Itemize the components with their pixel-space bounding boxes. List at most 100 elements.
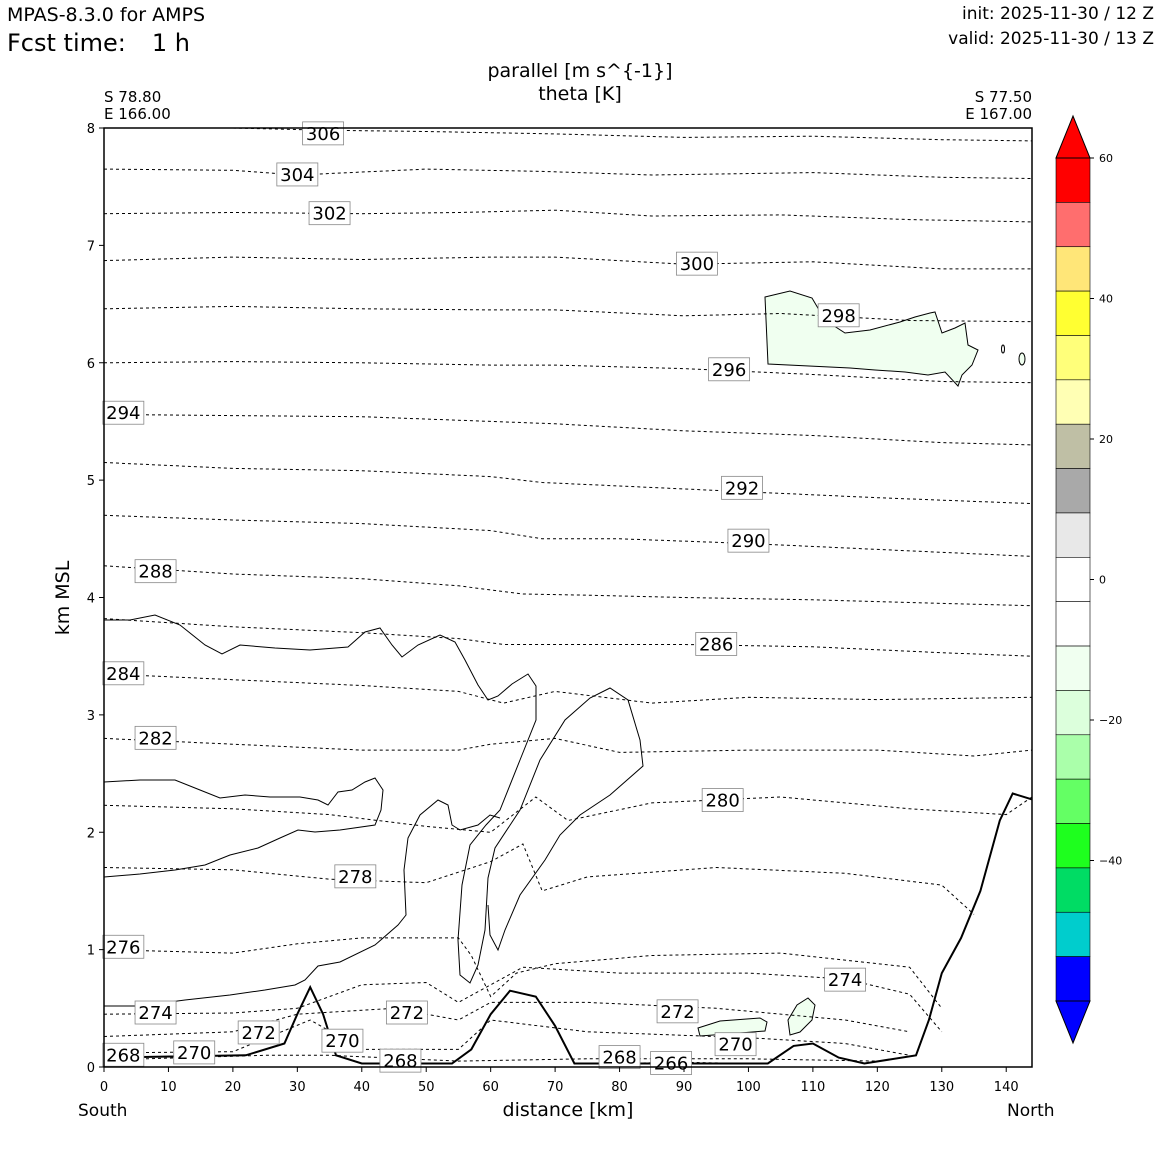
x-tick-label: 10: [160, 1080, 177, 1095]
x-tick-label: 100: [736, 1080, 761, 1095]
colorbar-segment: [1055, 690, 1091, 736]
north-label: North: [1007, 1101, 1055, 1121]
theta-contour-302: [104, 209, 1032, 223]
theta-label-text: 272: [241, 1023, 275, 1044]
x-tick-label: 90: [676, 1080, 693, 1095]
theta-label-box: [708, 357, 751, 382]
theta-label-box: [650, 1051, 693, 1075]
theta-label-box: [727, 528, 770, 553]
theta-label-text: 270: [325, 1031, 359, 1052]
theta-label: 272: [385, 1000, 428, 1025]
theta-contour-306: [232, 128, 1032, 142]
theta-label-text: 298: [821, 306, 855, 327]
theta-label-text: 304: [280, 165, 314, 186]
theta-contour-304: [104, 168, 1032, 179]
left-endpoint: S 78.80 E 166.00: [104, 89, 171, 123]
init-time: init: 2025-11-30 / 12 Z: [961, 4, 1154, 24]
theta-label: 270: [173, 1040, 216, 1065]
theta-label: 282: [134, 725, 177, 750]
theta-label-text: 268: [383, 1051, 417, 1072]
theta-label-box: [385, 1000, 428, 1025]
theta-contour-294: [104, 413, 1032, 446]
left-lat: S 78.80: [104, 88, 162, 106]
theta-label-box: [824, 967, 867, 992]
colorbar-segment: [1055, 734, 1091, 780]
theta-label: 266: [650, 1051, 693, 1075]
theta-label-box: [714, 1032, 757, 1057]
theta-label-text: 272: [660, 1002, 694, 1023]
colorbar-segment: [1055, 645, 1091, 691]
y-tick-label: 2: [87, 826, 95, 841]
x-tick-label: 30: [289, 1080, 306, 1095]
theta-label-text: 282: [138, 728, 172, 749]
colorbar-segment: [1055, 823, 1091, 869]
theta-label: 304: [276, 162, 319, 187]
theta-label: 296: [708, 357, 751, 382]
theta-label-box: [237, 1020, 280, 1045]
theta-label-text: 274: [138, 1003, 172, 1024]
x-tick-label: 20: [225, 1080, 242, 1095]
theta-contour-292: [104, 462, 1032, 505]
theta-label: 280: [701, 788, 744, 812]
colorbar-segment: [1055, 956, 1091, 1002]
colorbar-segment: [1055, 911, 1091, 957]
theta-label-text: 290: [731, 531, 765, 552]
theta-label-box: [817, 303, 860, 328]
theta-label: 292: [721, 475, 763, 500]
x-tick-label: 110: [800, 1080, 825, 1095]
theta-label: 272: [237, 1020, 280, 1045]
wind-region: [787, 997, 816, 1036]
theta-label-text: 272: [390, 1003, 424, 1024]
valid-time: valid: 2025-11-30 / 13 Z: [948, 29, 1154, 49]
chart-subtitle: theta [K]: [538, 83, 622, 105]
theta-label-text: 280: [705, 791, 739, 812]
colorbar-segment: [1055, 512, 1091, 558]
theta-label: 270: [714, 1032, 757, 1057]
theta-label-text: 284: [106, 664, 140, 685]
theta-label: 288: [134, 559, 177, 584]
wind-fill-layer: [697, 290, 1026, 1037]
x-tick-label: 40: [354, 1080, 371, 1095]
theta-contour-300: [104, 256, 1032, 270]
theta-label-text: 300: [680, 254, 714, 275]
theta-label-text: 270: [718, 1035, 752, 1056]
colorbar-tick-label: 0: [1099, 574, 1106, 587]
theta-label: 268: [379, 1048, 422, 1073]
colorbar-segment: [1055, 379, 1091, 425]
theta-labels: 306 304 302 300 298 296 294 292 290 288 286 284 282 2…: [102, 121, 867, 1075]
y-tick-label: 8: [87, 122, 95, 137]
colorbar-segment: [1055, 246, 1091, 292]
theta-label: 306: [302, 121, 345, 146]
terrain-line: [104, 792, 1032, 1065]
theta-label-box: [102, 400, 145, 425]
south-label: South: [78, 1101, 128, 1121]
theta-label-text: 268: [602, 1048, 636, 1069]
theta-label-box: [276, 162, 319, 187]
theta-label-box: [308, 201, 351, 226]
colorbar-segment: [1055, 423, 1091, 469]
x-axis: 0 10 20 30 40 50 60 70 80 90 100 110 120 130 140: [100, 1067, 1019, 1095]
wind-contour: [104, 799, 501, 1007]
theta-label-text: 278: [338, 867, 372, 888]
theta-label-box: [334, 864, 377, 889]
wind-contour-layer: [104, 614, 644, 1007]
x-tick-label: 50: [418, 1080, 435, 1095]
theta-label-box: [102, 934, 145, 959]
colorbar-bottom-arrow: [1055, 1000, 1091, 1045]
theta-label-text: 286: [699, 634, 733, 655]
theta-label-box: [134, 725, 177, 750]
theta-label-box: [701, 788, 744, 812]
wind-region: [697, 1017, 768, 1037]
colorbar-tick-label: −20: [1099, 714, 1122, 727]
theta-contour-288: [104, 565, 1032, 607]
x-tick-label: 120: [865, 1080, 890, 1095]
left-lon: E 166.00: [104, 105, 171, 123]
theta-label: 298: [817, 303, 860, 328]
theta-label: 278: [334, 864, 377, 889]
theta-label-text: 296: [712, 360, 746, 381]
x-tick-label: 80: [611, 1080, 628, 1095]
theta-label-text: 274: [828, 970, 862, 991]
right-lat: S 77.50: [974, 88, 1032, 106]
x-axis-label: distance [km]: [502, 1099, 634, 1121]
